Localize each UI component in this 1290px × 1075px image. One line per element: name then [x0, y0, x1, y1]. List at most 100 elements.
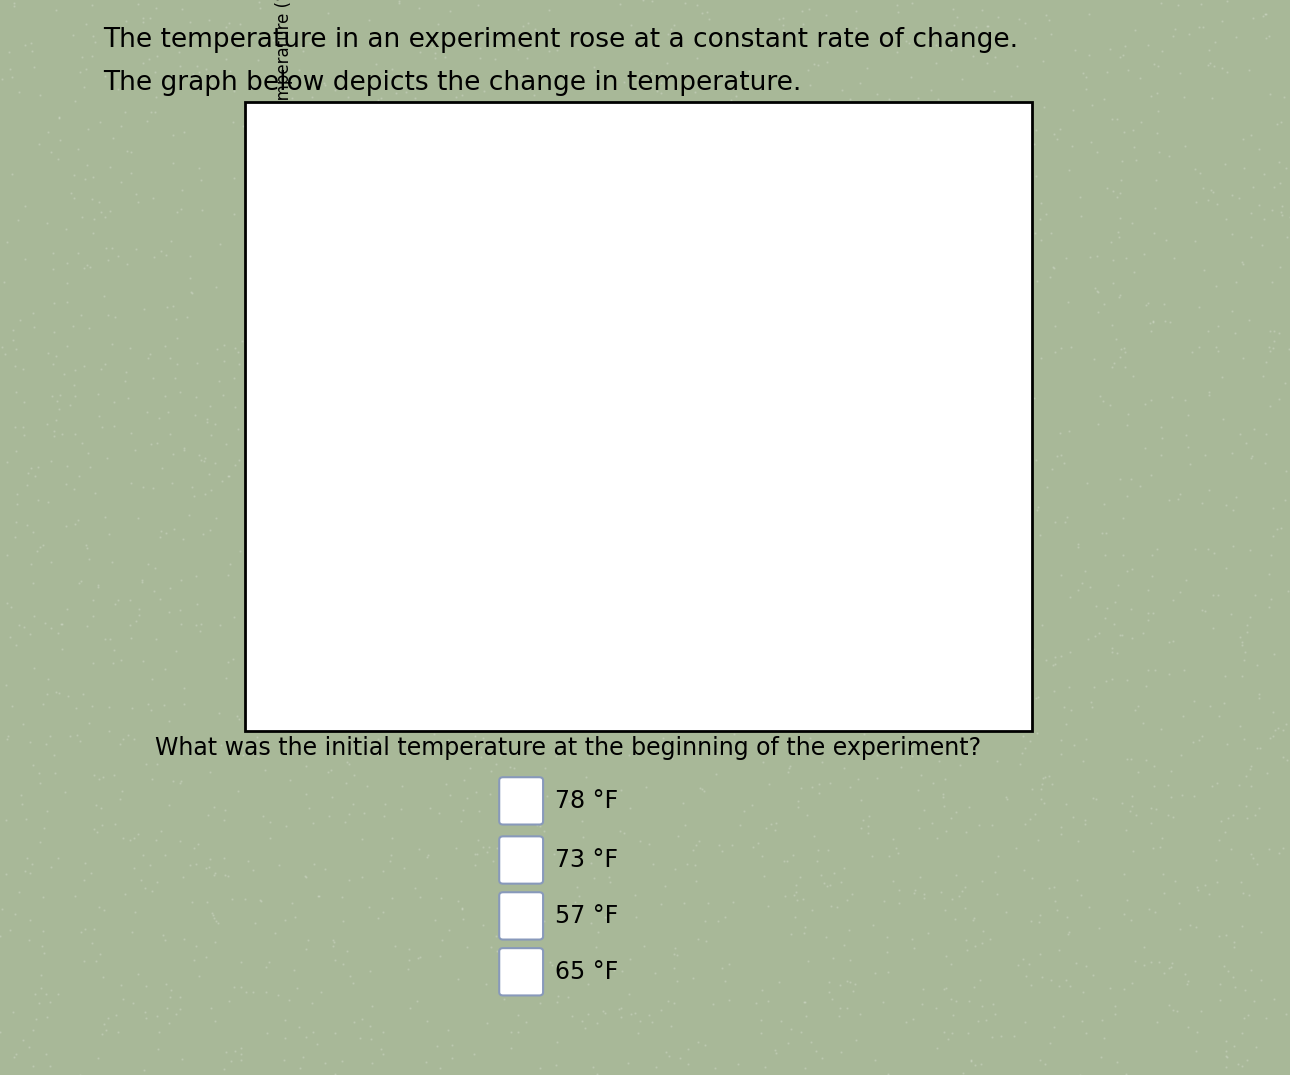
- Point: [916, 559, 937, 576]
- Point: [916, 350, 937, 368]
- Point: [573, 143, 593, 160]
- Point: [0, 60, 21, 77]
- Point: [299, 714, 320, 731]
- Point: [897, 273, 917, 290]
- Point: [182, 285, 203, 302]
- Point: [1249, 799, 1269, 816]
- Point: [111, 976, 132, 993]
- Point: [186, 856, 206, 873]
- Point: [294, 868, 315, 885]
- Point: [630, 421, 650, 439]
- Point: [659, 445, 680, 462]
- Point: [436, 666, 457, 684]
- Point: [1236, 809, 1256, 827]
- Point: [206, 341, 227, 358]
- Point: [84, 485, 104, 502]
- Point: [971, 637, 992, 655]
- Point: [961, 1052, 982, 1070]
- Point: [280, 455, 301, 472]
- Point: [1262, 274, 1282, 291]
- Point: [902, 584, 922, 601]
- Point: [466, 727, 486, 744]
- Point: [295, 758, 316, 775]
- Point: [141, 103, 161, 120]
- Point: [1051, 818, 1072, 835]
- Point: [258, 603, 279, 620]
- Point: [1152, 429, 1173, 446]
- Point: [515, 790, 535, 807]
- Point: [98, 306, 119, 324]
- Point: [1275, 491, 1290, 508]
- Point: [409, 949, 430, 966]
- Point: [1100, 233, 1121, 250]
- Point: [557, 620, 578, 637]
- Point: [183, 840, 204, 857]
- Point: [143, 189, 164, 206]
- Point: [806, 333, 827, 350]
- Point: [264, 174, 285, 191]
- Point: [165, 28, 186, 45]
- Point: [154, 26, 174, 43]
- Point: [535, 760, 556, 777]
- Point: [940, 144, 961, 161]
- Point: [832, 259, 853, 276]
- Point: [115, 103, 135, 120]
- Point: [519, 847, 539, 864]
- Point: [0, 922, 21, 940]
- Point: [490, 804, 511, 821]
- Point: [188, 159, 209, 176]
- Point: [952, 1064, 973, 1075]
- Point: [308, 331, 329, 348]
- Point: [655, 417, 676, 434]
- Point: [703, 995, 724, 1013]
- Point: [191, 171, 212, 188]
- Point: [880, 24, 900, 41]
- Point: [553, 526, 574, 543]
- Point: [298, 406, 319, 424]
- Point: [471, 319, 491, 336]
- Point: [617, 275, 637, 292]
- Point: [1268, 154, 1289, 171]
- Point: [1116, 249, 1136, 267]
- Point: [388, 0, 409, 10]
- Point: [752, 848, 773, 865]
- Point: [880, 332, 900, 349]
- Point: [186, 355, 206, 372]
- Point: [844, 126, 864, 143]
- Point: [77, 157, 98, 174]
- Point: [686, 49, 707, 67]
- Point: [1176, 975, 1197, 992]
- Point: [1058, 908, 1078, 926]
- Point: [615, 201, 636, 218]
- Point: [1002, 633, 1023, 650]
- Point: [67, 244, 88, 261]
- Point: [806, 207, 827, 225]
- Point: [1015, 14, 1036, 31]
- Point: [846, 144, 867, 161]
- Point: [462, 710, 482, 727]
- Point: [172, 1050, 192, 1067]
- Point: [689, 201, 710, 218]
- Point: [840, 121, 860, 139]
- Point: [556, 256, 577, 273]
- Point: [691, 780, 712, 798]
- Point: [422, 38, 442, 55]
- Point: [1019, 811, 1040, 828]
- Point: [1080, 578, 1100, 596]
- Point: [5, 418, 26, 435]
- Point: [1216, 1048, 1237, 1065]
- Point: [368, 909, 388, 927]
- Point: [436, 775, 457, 792]
- Point: [436, 529, 457, 546]
- Point: [489, 771, 510, 788]
- Point: [958, 993, 979, 1010]
- Point: [658, 427, 679, 444]
- Point: [72, 685, 93, 702]
- Point: [810, 601, 831, 618]
- Point: [543, 158, 564, 175]
- Point: [468, 587, 489, 604]
- Point: [511, 926, 531, 943]
- Point: [307, 704, 328, 721]
- Point: [473, 917, 494, 934]
- Point: [1244, 9, 1264, 26]
